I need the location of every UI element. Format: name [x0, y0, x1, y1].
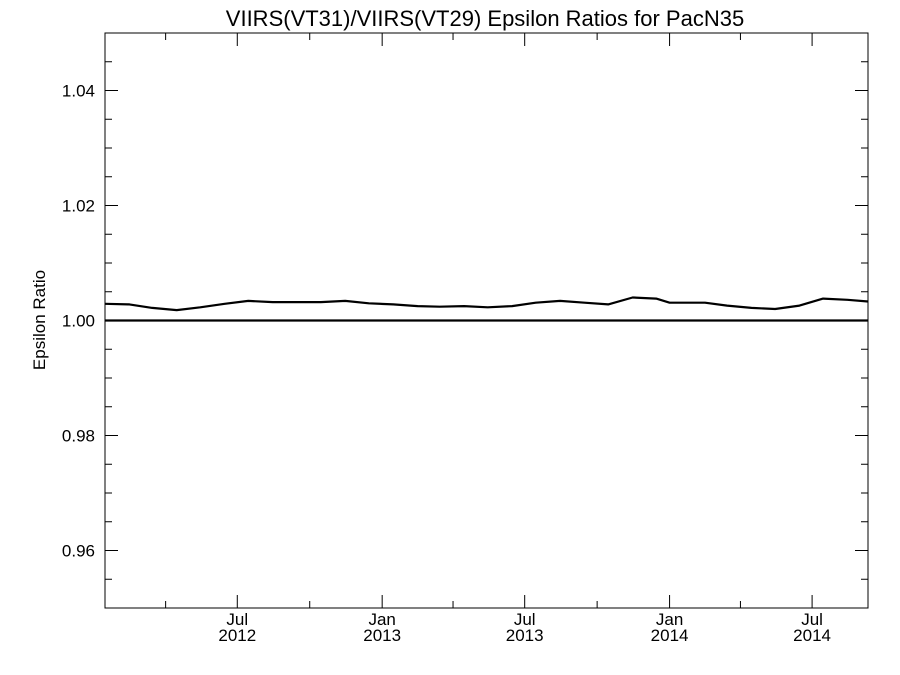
x-tick-year: 2013: [506, 626, 544, 645]
y-tick-label: 1.00: [62, 312, 95, 331]
x-tick-month: Jan: [368, 610, 395, 629]
y-tick-label: 1.04: [62, 82, 95, 101]
y-axis-label: Epsilon Ratio: [30, 270, 49, 370]
x-tick-month: Jul: [514, 610, 536, 629]
x-tick-month: Jan: [656, 610, 683, 629]
y-tick-label: 0.96: [62, 542, 95, 561]
y-tick-label: 0.98: [62, 427, 95, 446]
x-tick-month: Jul: [801, 610, 823, 629]
y-tick-label: 1.02: [62, 197, 95, 216]
x-tick-year: 2014: [793, 626, 831, 645]
plot-lines: [104, 296, 869, 322]
series-line: [104, 296, 869, 312]
x-tick-year: 2014: [651, 626, 689, 645]
chart-title: VIIRS(VT31)/VIIRS(VT29) Epsilon Ratios f…: [226, 6, 744, 31]
x-tick-month: Jul: [226, 610, 248, 629]
y-tick-labels: 0.96 0.98 1.00 1.02 1.04: [62, 82, 95, 561]
axis-ticks: [105, 33, 868, 608]
x-tick-year: 2012: [218, 626, 256, 645]
x-tick-year: 2013: [363, 626, 401, 645]
